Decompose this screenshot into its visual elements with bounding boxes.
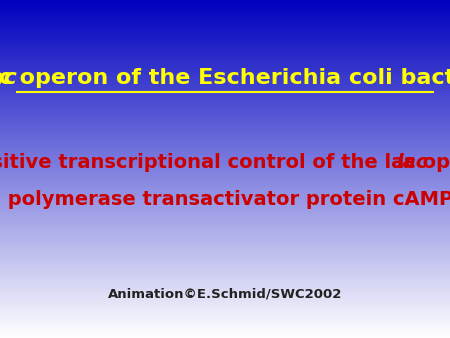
Text: Animation©E.Schmid/SWC2002: Animation©E.Schmid/SWC2002 bbox=[108, 288, 342, 300]
Text: - Positive transcriptional control of the lac operon: - Positive transcriptional control of th… bbox=[0, 153, 450, 172]
Text: lac: lac bbox=[396, 153, 428, 172]
Text: by the polymerase transactivator protein cAMP-CAP -: by the polymerase transactivator protein… bbox=[0, 190, 450, 209]
Text: lac: lac bbox=[0, 68, 17, 88]
Text: The lac operon of the Escherichia coli bacterium: The lac operon of the Escherichia coli b… bbox=[0, 68, 450, 88]
